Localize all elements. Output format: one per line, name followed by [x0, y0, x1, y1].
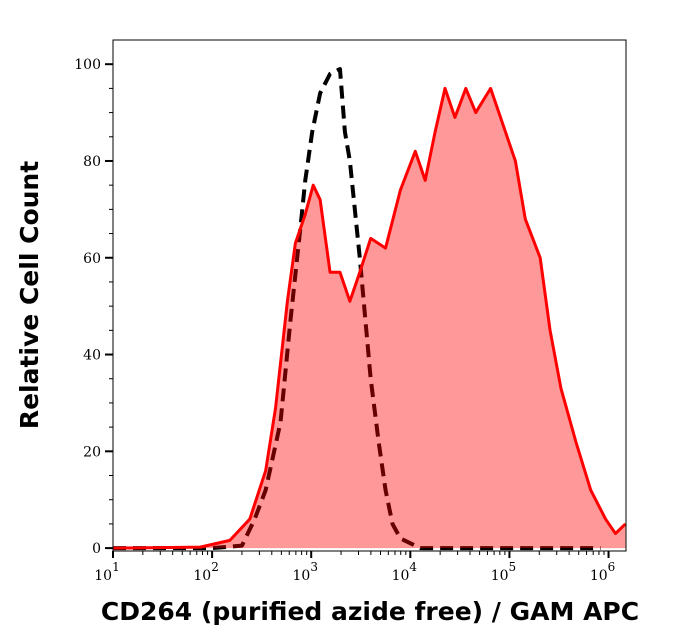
x-tick-label-base: 10	[491, 568, 509, 584]
sample-filled-area	[113, 88, 626, 549]
x-tick-label: 106	[590, 560, 615, 584]
x-tick-label-exponent: 2	[211, 560, 219, 574]
x-tick-label-base: 10	[94, 568, 112, 584]
y-tick-label: 60	[83, 251, 101, 267]
x-tick-label-base: 10	[292, 568, 310, 584]
x-tick-label-exponent: 3	[310, 560, 318, 574]
x-tick-label-base: 10	[193, 568, 211, 584]
x-tick-label-exponent: 5	[509, 560, 517, 574]
x-tick-label: 103	[292, 560, 317, 584]
y-tick-label: 100	[74, 57, 101, 73]
x-tick-label: 104	[392, 560, 418, 584]
x-tick-label-base: 10	[392, 568, 410, 584]
y-axis-title: Relative Cell Count	[15, 161, 44, 429]
y-tick-label: 80	[83, 154, 101, 170]
y-tick-label: 40	[83, 348, 101, 364]
sample-outline-line	[112, 86, 627, 550]
x-tick-label: 105	[491, 560, 516, 584]
series-layer	[112, 67, 627, 551]
plot-frame	[112, 39, 627, 552]
y-tick-label: 0	[92, 541, 101, 557]
x-tick-label: 101	[94, 560, 119, 584]
x-tick-label: 102	[193, 560, 218, 584]
x-tick-label-exponent: 4	[409, 560, 417, 574]
isotype-control-dashed-line	[113, 67, 601, 551]
y-tick-label: 20	[83, 444, 101, 460]
x-tick-label-base: 10	[590, 568, 608, 584]
x-tick-label-exponent: 1	[112, 560, 120, 574]
x-tick-label-exponent: 6	[608, 560, 616, 574]
x-axis-title: CD264 (purified azide free) / GAM APC	[101, 597, 639, 626]
